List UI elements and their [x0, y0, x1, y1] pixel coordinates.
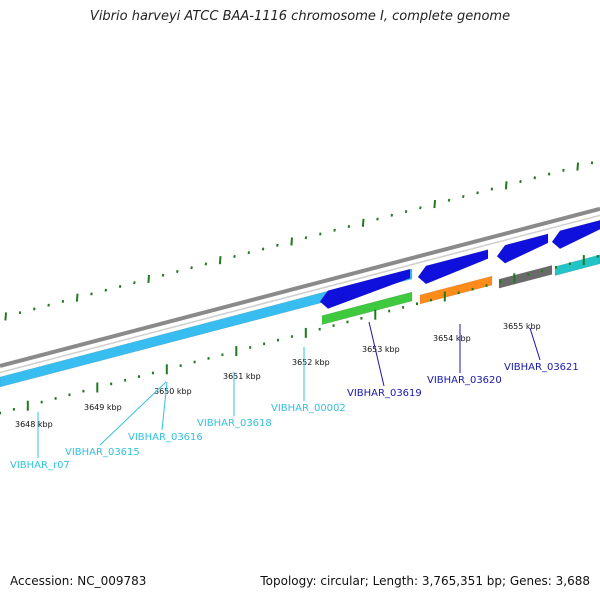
gene-feature-dark-blue — [551, 220, 600, 250]
outer-tick-mark — [218, 256, 222, 265]
gene-label: VIBHAR_03620 — [427, 375, 502, 386]
gene-label: VIBHAR_03615 — [65, 447, 140, 458]
outer-tick-mark — [490, 187, 494, 191]
gene-leader-line — [161, 381, 168, 431]
scale-tick-label: 3652 kbp — [292, 358, 330, 367]
outer-tick-track — [4, 161, 594, 321]
scale-tick-label: 3648 kbp — [15, 420, 53, 429]
gene-label: VIBHAR_03616 — [128, 432, 203, 443]
outer-tick-mark — [433, 199, 436, 209]
scale-tick-label: 3653 kbp — [362, 345, 400, 354]
accession-text: Accession: NC_009783 — [10, 574, 147, 588]
gene-label: VIBHAR_03618 — [197, 418, 272, 429]
gene-feature-teal — [554, 254, 600, 276]
outer-tick-mark — [147, 274, 150, 284]
outer-tick-mark — [347, 224, 351, 229]
outer-tick-mark — [361, 218, 365, 227]
scale-tick-label: 3651 kbp — [223, 372, 261, 381]
gene-feature-green — [321, 291, 413, 325]
gene-feature-dark-blue — [496, 233, 549, 264]
outer-tick-mark — [304, 236, 308, 240]
scale-tick-label: 3650 kbp — [154, 387, 192, 396]
outer-tick-mark — [61, 299, 65, 303]
gene-feature-orange — [419, 275, 493, 305]
label-layer: 3648 kbp 3649 kbp 3650 kbp 3651 kbp 3652 kbp… — [10, 321, 579, 471]
outer-tick-mark — [404, 209, 408, 214]
outer-tick-mark — [576, 162, 579, 171]
outer-tick-mark — [419, 206, 422, 210]
gene-feature-gray — [498, 265, 553, 289]
outer-tick-mark — [590, 161, 594, 165]
scale-tick-label: 3654 kbp — [433, 334, 471, 343]
outer-tick-mark — [447, 198, 451, 202]
outer-tick-mark — [462, 195, 465, 199]
gene-feature-dark-blue — [319, 268, 411, 309]
outer-tick-mark — [90, 292, 93, 296]
gene-label: VIBHAR_00002 — [271, 403, 346, 414]
outer-tick-mark — [390, 213, 394, 217]
gene-feature-light-blue — [0, 268, 413, 388]
gene-feature-dark-blue — [417, 249, 489, 285]
outer-tick-mark — [161, 273, 165, 277]
outer-tick-mark — [547, 172, 551, 176]
outer-tick-mark — [118, 284, 122, 288]
scale-tick-label: 3655 kbp — [503, 322, 541, 331]
outer-tick-mark — [4, 312, 7, 321]
inner-tick-track — [0, 255, 599, 415]
outer-tick-mark — [376, 217, 379, 221]
gene-label: VIBHAR_03621 — [504, 362, 579, 373]
outer-tick-mark — [33, 307, 36, 311]
summary-text: Topology: circular; Length: 3,765,351 bp… — [260, 574, 590, 588]
outer-tick-mark — [333, 228, 336, 232]
outer-tick-mark — [176, 269, 179, 273]
outer-tick-mark — [233, 254, 236, 259]
scale-tick-label: 3649 kbp — [84, 403, 122, 412]
outer-tick-mark — [290, 237, 293, 246]
backbone-inner-line — [0, 214, 600, 374]
outer-tick-mark — [247, 251, 251, 255]
outer-tick-mark — [276, 243, 279, 247]
gene-leader-line — [529, 327, 541, 361]
backbone-line — [0, 206, 600, 368]
outer-tick-mark — [519, 180, 522, 184]
outer-tick-mark — [261, 247, 265, 251]
outer-tick-mark — [18, 311, 22, 315]
outer-tick-mark — [75, 293, 79, 302]
outer-tick-mark — [533, 176, 537, 180]
outer-tick-mark — [104, 288, 108, 292]
gene-label: VIBHAR_r07 — [10, 460, 70, 471]
outer-tick-mark — [476, 191, 479, 195]
feature-track — [0, 220, 600, 388]
gene-label: VIBHAR_03619 — [347, 388, 422, 399]
outer-tick-mark — [190, 266, 193, 270]
outer-tick-mark — [133, 281, 136, 285]
gene-leader-line — [368, 321, 385, 387]
map-title: Vibrio harveyi ATCC BAA-1116 chromosome … — [89, 9, 511, 24]
backbone-track — [0, 206, 600, 374]
outer-tick-mark — [504, 181, 508, 190]
outer-tick-mark — [204, 262, 208, 266]
outer-tick-mark — [47, 303, 50, 307]
outer-tick-mark — [319, 232, 322, 236]
outer-tick-mark — [562, 168, 565, 172]
gene-leader-line — [99, 381, 167, 446]
